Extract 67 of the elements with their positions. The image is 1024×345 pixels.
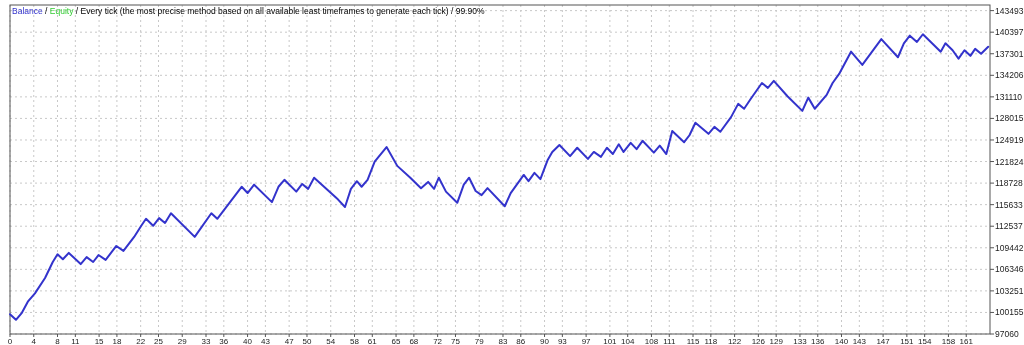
- x-tick-label: 86: [516, 337, 526, 345]
- y-tick-label: 134206: [995, 70, 1024, 81]
- x-tick-label: 65: [391, 337, 402, 345]
- x-tick-label: 50: [302, 337, 312, 345]
- x-tick-label: 143: [852, 337, 867, 345]
- x-tick-label: 83: [498, 337, 508, 345]
- y-tick-label: 124919: [995, 134, 1024, 145]
- x-tick-label: 25: [154, 337, 164, 345]
- x-tick-label: 72: [433, 337, 443, 345]
- x-tick-label: 11: [71, 337, 81, 345]
- x-tick-label: 61: [367, 337, 378, 345]
- x-tick-label: 40: [243, 337, 253, 345]
- x-tick-label: 97: [581, 337, 592, 345]
- x-tick-label: 4: [31, 337, 37, 345]
- y-tick-label: 115633: [995, 199, 1024, 210]
- y-tick-label: 97060: [995, 328, 1019, 339]
- x-tick-label: 129: [769, 337, 784, 345]
- y-tick-label: 106346: [995, 264, 1024, 275]
- x-tick-label: 122: [727, 337, 742, 345]
- x-tick-label: 43: [260, 337, 271, 345]
- x-tick-label: 18: [112, 337, 122, 345]
- line-series: [9, 33, 990, 321]
- y-tick-label: 100155: [995, 307, 1024, 318]
- y-tick-label: 131110: [995, 91, 1023, 102]
- y-tick-label: 140397: [995, 27, 1024, 38]
- x-tick-label: 33: [201, 337, 211, 345]
- x-tick-label: 151: [900, 337, 915, 345]
- x-tick-label: 36: [219, 337, 229, 345]
- y-tick-label: 121824: [995, 156, 1024, 167]
- x-tick-label: 8: [55, 337, 61, 345]
- x-tick-label: 93: [557, 337, 568, 345]
- x-tick-label: 161: [959, 337, 974, 345]
- x-tick-label: 101: [603, 337, 618, 345]
- y-tick-label: 128015: [995, 113, 1024, 124]
- x-tick-label: 154: [917, 337, 932, 345]
- x-tick-label: 29: [177, 337, 188, 345]
- x-tick-label: 22: [136, 337, 146, 345]
- y-tick-label: 137301: [995, 48, 1024, 59]
- x-tick-label: 108: [644, 337, 659, 345]
- x-tick-label: 104: [621, 337, 635, 345]
- x-tick-label: 58: [350, 337, 360, 345]
- legend-label: Equity: [47, 6, 75, 16]
- y-tick-label: 109442: [995, 242, 1024, 253]
- x-tick-label: 126: [751, 337, 766, 345]
- x-tick-label: 140: [834, 337, 849, 345]
- y-tick-label: 103251: [995, 285, 1024, 296]
- x-tick-label: 90: [540, 337, 550, 345]
- x-tick-label: 115: [686, 337, 700, 345]
- x-tick-label: 68: [409, 337, 419, 345]
- text: Balance: [12, 6, 43, 16]
- x-tick-label: 136: [811, 337, 825, 345]
- x-tick-label: 79: [474, 337, 485, 345]
- x-tick-label: 158: [941, 337, 956, 345]
- annotation: /: [42, 6, 49, 16]
- y-tick-label: 112537: [995, 221, 1024, 232]
- x-tick-label: 54: [326, 337, 336, 345]
- x-tick-label: 133: [793, 337, 808, 345]
- y-tick-label: 143493: [995, 5, 1024, 16]
- x-tick-label: 118: [704, 337, 718, 345]
- annotation: / Every tick (the most precise method based on all available least timeframes to generate each tick) / 99.90%: [73, 6, 485, 16]
- x-tick-label: 111: [663, 337, 676, 345]
- y-tick-label: 118728: [995, 178, 1024, 189]
- x-tick-label: 15: [94, 337, 105, 345]
- x-tick-label: 47: [284, 337, 295, 345]
- x-tick-label: 75: [451, 337, 461, 345]
- x-tick-label: 147: [876, 337, 891, 345]
- x-tick-label: 0: [7, 337, 13, 345]
